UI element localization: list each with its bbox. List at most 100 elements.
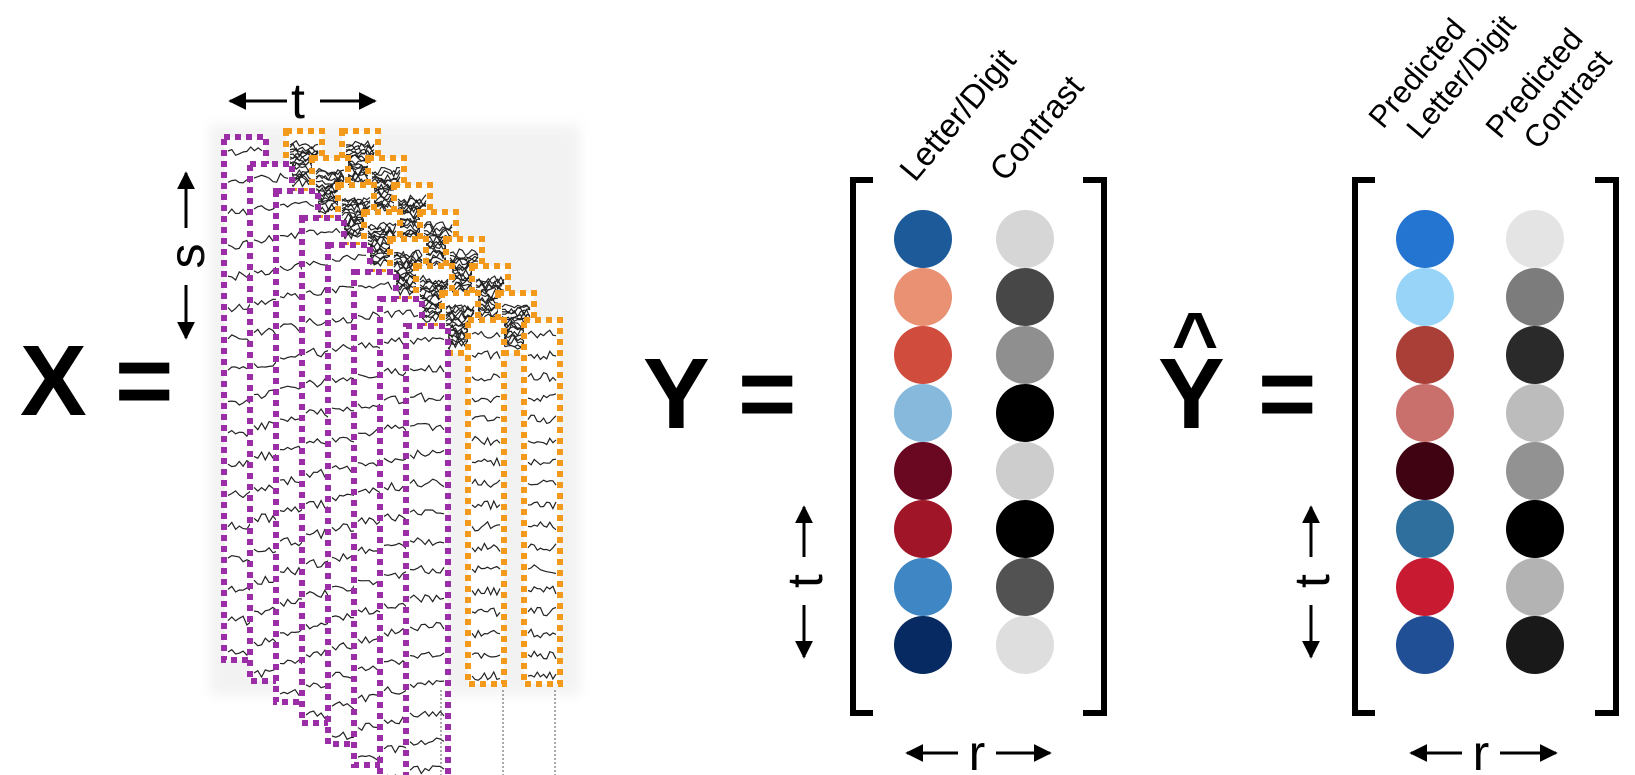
eeg-trace xyxy=(409,478,445,488)
x-s-dimension: s xyxy=(159,171,215,340)
eeg-trace xyxy=(419,285,449,293)
eeg-trace xyxy=(527,393,557,403)
eeg-trace xyxy=(527,628,557,639)
y-contrast-cell-8 xyxy=(996,616,1054,674)
x-symbol: X xyxy=(20,325,87,437)
eeg-trace xyxy=(527,543,557,552)
yhat-r-label: r xyxy=(1473,725,1490,775)
epoch-8-purple-column xyxy=(403,323,451,775)
eeg-trace xyxy=(471,395,501,404)
eeg-trace xyxy=(383,309,419,319)
eeg-trace xyxy=(475,282,505,293)
epoch-8-orange-column-2 xyxy=(521,317,563,687)
epoch-4-purple-column-outline xyxy=(299,215,347,726)
eeg-trace xyxy=(471,565,501,574)
epoch-8-orange-column-2-outline xyxy=(521,317,563,687)
eeg-trace xyxy=(449,257,478,266)
eeg-trace xyxy=(371,172,401,182)
eeg-trace xyxy=(409,392,445,403)
eeg-trace xyxy=(315,176,345,185)
eeg-trace xyxy=(315,171,345,183)
eeg-trace xyxy=(409,737,445,746)
yhat-letter-cell-7 xyxy=(1396,558,1454,616)
eeg-trace xyxy=(227,146,263,157)
epoch-8-orange-column-2-fill xyxy=(524,320,560,684)
eeg-trace xyxy=(409,564,445,575)
y-contrast-cell-6 xyxy=(996,500,1054,558)
x-equals: = xyxy=(115,325,173,437)
y-bracket-right xyxy=(1083,177,1107,716)
eeg-trace xyxy=(471,435,501,447)
eeg-trace xyxy=(527,479,557,486)
yhat-letter-cell-1 xyxy=(1396,210,1454,268)
yhat-hat: ^ xyxy=(1172,296,1219,385)
eeg-trace xyxy=(393,249,423,258)
eeg-trace xyxy=(409,364,445,373)
yhat-equals: = xyxy=(1258,338,1316,450)
eeg-trace xyxy=(345,140,375,150)
yhat-contrast-cell-8 xyxy=(1506,616,1564,674)
y-t-dimension: t xyxy=(777,505,833,659)
eeg-trace xyxy=(345,149,375,160)
eeg-trace xyxy=(409,449,445,460)
x-t-label: t xyxy=(291,73,305,129)
eeg-trace xyxy=(253,172,289,183)
eeg-trace xyxy=(471,478,501,488)
eeg-trace xyxy=(501,303,531,309)
yhat-letter-cell-5 xyxy=(1396,442,1454,500)
eeg-trace xyxy=(397,197,427,206)
eeg-trace xyxy=(449,256,479,265)
yhat-letter-cell-4 xyxy=(1396,384,1454,442)
eeg-trace xyxy=(449,248,479,257)
y-contrast-cell-2 xyxy=(996,268,1054,326)
eeg-trace xyxy=(527,564,557,575)
eeg-trace xyxy=(475,277,505,288)
eeg-trace xyxy=(527,350,557,361)
eeg-trace xyxy=(409,765,445,775)
eeg-trace xyxy=(471,520,501,532)
yhat-letter-cell-8 xyxy=(1396,616,1454,674)
y-contrast-cell-1 xyxy=(996,210,1054,268)
eeg-trace xyxy=(409,509,445,516)
epoch-8-orange-column-1-outline xyxy=(465,317,507,687)
eeg-trace xyxy=(471,652,501,660)
eeg-trace xyxy=(445,311,475,321)
eeg-trace xyxy=(409,710,445,718)
y-letter-cell-3 xyxy=(894,326,952,384)
eeg-trace xyxy=(371,169,401,177)
y-r-label: r xyxy=(969,725,986,775)
eeg-trace xyxy=(501,309,531,318)
eeg-trace xyxy=(527,437,557,446)
eeg-trace xyxy=(409,679,445,689)
yhat-contrast-cell-4 xyxy=(1506,384,1564,442)
eeg-trace xyxy=(527,670,557,681)
yhat-contrast-cell-3 xyxy=(1506,326,1564,384)
y-letter-cell-1 xyxy=(894,210,952,268)
eeg-trace xyxy=(471,350,501,361)
eeg-trace xyxy=(527,329,557,339)
epoch-8-purple-column-fill xyxy=(406,326,448,775)
y-contrast-cell-7 xyxy=(996,558,1054,616)
y-t-label: t xyxy=(777,574,833,588)
y-equals: = xyxy=(738,338,796,450)
eeg-trace xyxy=(371,177,401,186)
eeg-trace xyxy=(527,585,557,595)
eeg-trace xyxy=(341,197,371,205)
eeg-trace xyxy=(393,259,423,268)
eeg-trace xyxy=(471,607,501,618)
x-t-dimension: t xyxy=(228,73,377,129)
eeg-trace xyxy=(305,227,341,236)
eeg-trace xyxy=(471,586,501,597)
eeg-trace xyxy=(471,415,501,422)
eeg-trace xyxy=(501,307,531,316)
eeg-trace xyxy=(289,142,319,153)
eeg-trace xyxy=(471,499,501,511)
y-matrix-cells xyxy=(894,210,1054,674)
y-symbol: Y xyxy=(643,338,710,450)
yhat-contrast-cell-7 xyxy=(1506,558,1564,616)
eeg-trace xyxy=(289,147,319,158)
eeg-trace xyxy=(471,629,501,639)
eeg-trace xyxy=(527,606,557,617)
y-letter-cell-8 xyxy=(894,616,952,674)
